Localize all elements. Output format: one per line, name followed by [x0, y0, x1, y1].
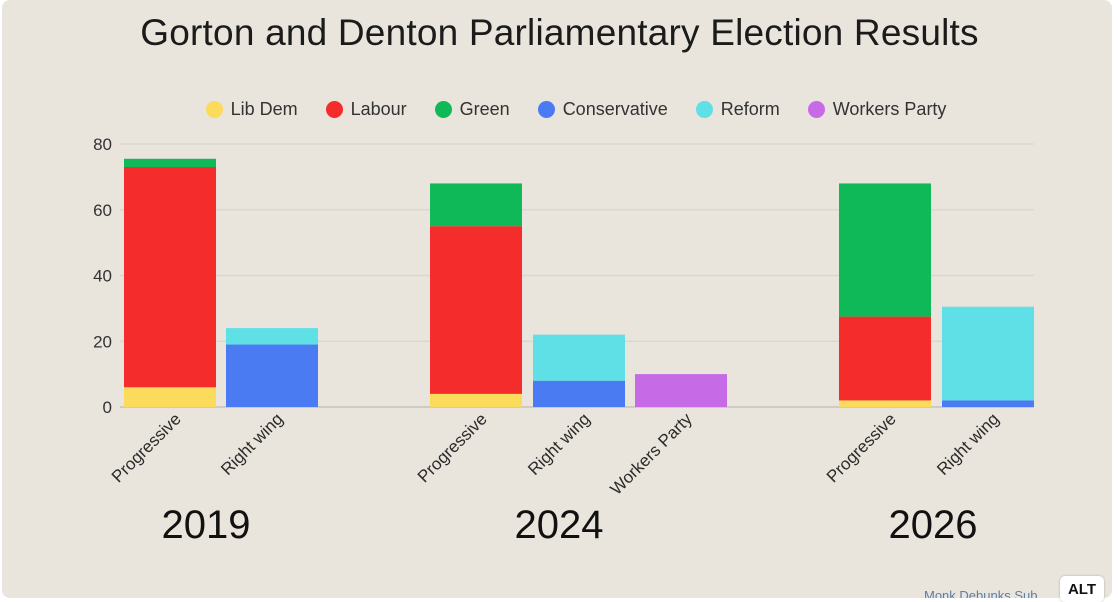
y-tick-label: 20 [93, 332, 112, 351]
bar-segment [124, 167, 216, 388]
x-category-label: Right wing [524, 409, 594, 479]
year-label: 2026 [888, 503, 978, 547]
legend-item: Lib Dem [205, 99, 298, 120]
legend-label: Labour [350, 99, 407, 119]
legend-item: Workers Party [807, 99, 947, 120]
x-category-label: Workers Party [606, 409, 696, 499]
bar-segment [942, 400, 1034, 407]
legend-item: Conservative [537, 99, 668, 120]
legend-swatch [537, 101, 555, 118]
x-category-label: Progressive [108, 409, 185, 486]
legend-item: Green [434, 99, 510, 120]
x-category-label: Progressive [414, 409, 491, 486]
bar-segment [226, 328, 318, 345]
bar-segment [430, 183, 522, 227]
bar-segment [839, 316, 931, 401]
legend-swatch [695, 101, 713, 118]
legend-item: Labour [325, 99, 407, 120]
legend-item: Reform [695, 99, 780, 120]
bar-segment [942, 306, 1034, 401]
legend-label: Workers Party [832, 99, 947, 119]
bar-segment [124, 387, 216, 407]
bar-segment [533, 380, 625, 407]
x-category-label: Progressive [823, 409, 900, 486]
y-tick-label: 80 [93, 135, 112, 154]
bar-segment [226, 344, 318, 407]
bar-segment [635, 374, 727, 407]
alt-badge[interactable]: ALT [1060, 576, 1104, 602]
y-tick-label: 40 [93, 267, 112, 286]
bar-segment [533, 334, 625, 381]
legend-swatch [325, 101, 343, 118]
x-category-label: Right wing [933, 409, 1003, 479]
chart-legend: Lib Dem Labour Green Conservative Reform Work… [2, 99, 1112, 120]
legend-swatch [434, 101, 452, 118]
bar-segment [430, 226, 522, 394]
legend-swatch [205, 101, 223, 118]
legend-label: Conservative [562, 99, 668, 119]
bar-segment [430, 393, 522, 407]
x-category-label: Right wing [217, 409, 287, 479]
legend-label: Green [459, 99, 510, 119]
chart-title: Gorton and Denton Parliamentary Election… [140, 12, 979, 53]
bar-segment [839, 400, 931, 407]
y-tick-label: 0 [103, 398, 112, 417]
bar-segment [124, 158, 216, 168]
year-label: 2019 [161, 503, 251, 547]
legend-label: Reform [720, 99, 780, 119]
y-tick-label: 60 [93, 201, 112, 220]
bar-segment [839, 183, 931, 317]
credit-text[interactable]: Monk Debunks Sub [924, 588, 1038, 598]
legend-label: Lib Dem [230, 99, 298, 119]
year-label: 2024 [514, 503, 604, 547]
legend-swatch [807, 101, 825, 118]
